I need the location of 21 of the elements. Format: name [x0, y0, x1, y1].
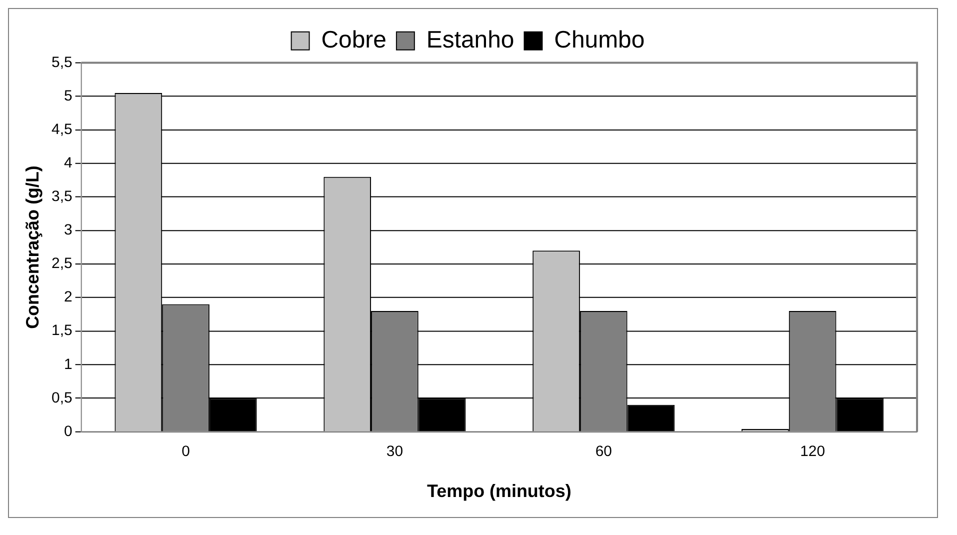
- x-tick-label: 30: [386, 442, 404, 460]
- y-tick-label: 3: [64, 222, 72, 239]
- legend-label: Chumbo: [554, 26, 645, 54]
- y-tick-label: 1: [64, 356, 72, 373]
- y-tick-label: 2: [64, 288, 72, 306]
- x-axis-title: Tempo (minutos): [427, 481, 572, 502]
- x-tick-label: 120: [800, 442, 826, 460]
- x-tick-label: 60: [595, 442, 612, 460]
- y-tick-label: 5,5: [52, 54, 72, 71]
- y-tick-label: 0,5: [52, 389, 72, 406]
- legend-label: Estanho: [426, 26, 514, 54]
- y-tick-label: 4,5: [52, 121, 72, 138]
- y-tick-label: 4: [64, 154, 72, 172]
- y-tick-label: 0: [64, 422, 72, 440]
- y-tick-label: 5: [64, 87, 72, 104]
- legend-label: Cobre: [321, 26, 386, 54]
- x-tick-label: 0: [182, 442, 190, 460]
- y-tick-label: 1,5: [52, 322, 72, 340]
- y-tick-label: 2,5: [52, 255, 72, 272]
- y-axis-title: Concentração (g/L): [22, 166, 43, 329]
- y-tick-label: 3,5: [52, 188, 72, 206]
